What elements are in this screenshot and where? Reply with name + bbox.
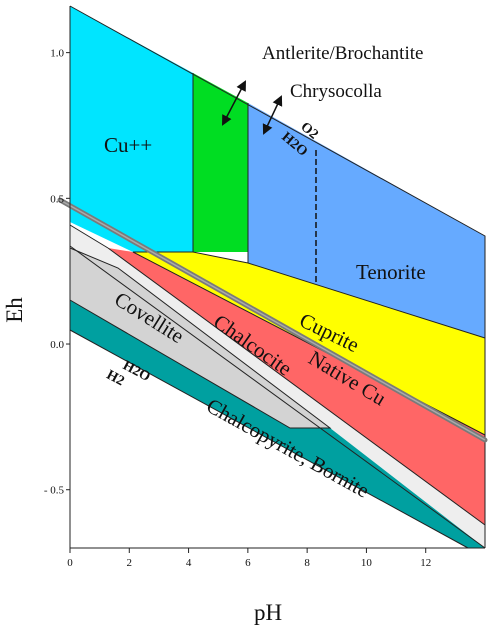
x-tick-label: 8 — [304, 557, 310, 569]
y-tick-label: 0.0 — [50, 339, 64, 351]
y-tick-label: 0.5 — [50, 193, 64, 205]
species-h2: H2 — [104, 368, 127, 390]
y-ticks: 1.0 0.5 0.0 - 0.5 — [44, 48, 70, 497]
region-cu2 — [70, 6, 193, 252]
x-ticks: 0 2 4 6 8 10 12 — [67, 548, 431, 569]
y-tick-label: - 0.5 — [44, 485, 65, 497]
x-tick-label: 6 — [245, 557, 251, 569]
region-chrysocolla-tenorite — [248, 103, 485, 338]
arrow-chrysocolla — [262, 95, 283, 135]
water-upper-line-core — [59, 199, 486, 441]
y-axis-title: Eh — [2, 297, 27, 323]
label-chrysocolla: Chrysocolla — [290, 81, 382, 102]
arrow-antlerite — [222, 80, 246, 126]
label-tenorite: Tenorite — [356, 260, 426, 284]
x-tick-label: 2 — [127, 557, 133, 569]
x-tick-label: 4 — [186, 557, 192, 569]
x-tick-label: 0 — [67, 557, 73, 569]
x-tick-label: 10 — [361, 557, 373, 569]
y-tick-label: 1.0 — [50, 48, 64, 60]
label-cu2: Cu++ — [104, 133, 152, 157]
label-antlerite: Antlerite/Brochantite — [262, 43, 423, 64]
region-chalcopyrite — [70, 300, 485, 548]
x-tick-label: 12 — [420, 557, 431, 569]
region-chalcocite — [70, 225, 485, 548]
x-axis-title: pH — [254, 600, 282, 625]
